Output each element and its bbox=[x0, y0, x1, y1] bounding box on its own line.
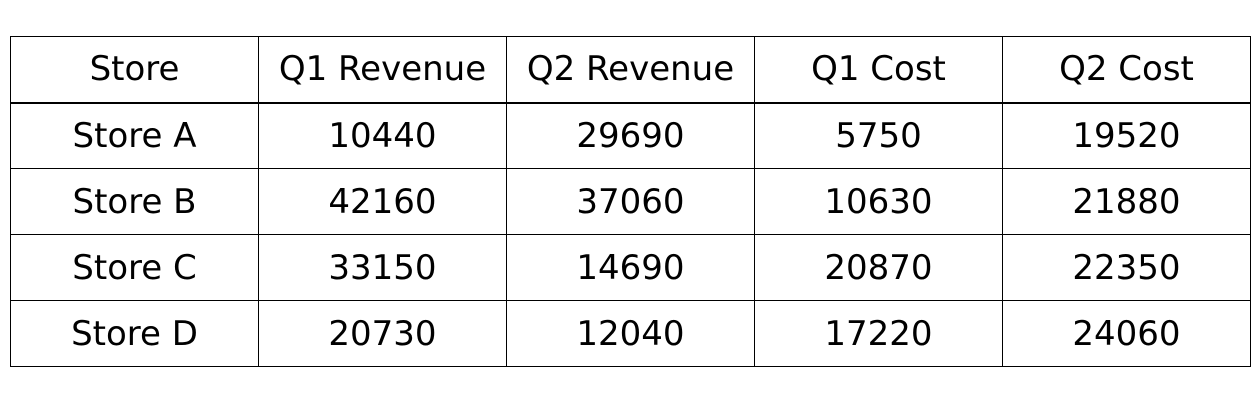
table-cell: 5750 bbox=[754, 102, 1003, 169]
table-cell: 24060 bbox=[1002, 300, 1251, 367]
table-row: Store C 33150 14690 20870 22350 bbox=[10, 234, 1251, 301]
header-cell-q2-revenue: Q2 Revenue bbox=[506, 36, 755, 104]
table-cell: 42160 bbox=[258, 168, 507, 235]
table-row: Store A 10440 29690 5750 19520 bbox=[10, 102, 1251, 169]
table-cell: 21880 bbox=[1002, 168, 1251, 235]
table-cell: Store D bbox=[10, 300, 259, 367]
header-row: Store Q1 Revenue Q2 Revenue Q1 Cost Q2 C… bbox=[10, 36, 1251, 104]
table-row: Store B 42160 37060 10630 21880 bbox=[10, 168, 1251, 235]
table-cell: 10440 bbox=[258, 102, 507, 169]
table-cell: 20730 bbox=[258, 300, 507, 367]
table-cell: 14690 bbox=[506, 234, 755, 301]
table-body: Store A 10440 29690 5750 19520 Store B 4… bbox=[10, 102, 1251, 367]
header-cell-q2-cost: Q2 Cost bbox=[1002, 36, 1251, 104]
table-cell: Store A bbox=[10, 102, 259, 169]
header-cell-q1-cost: Q1 Cost bbox=[754, 36, 1003, 104]
table-row: Store D 20730 12040 17220 24060 bbox=[10, 300, 1251, 367]
table-cell: 17220 bbox=[754, 300, 1003, 367]
header-cell-q1-revenue: Q1 Revenue bbox=[258, 36, 507, 104]
table-cell: 22350 bbox=[1002, 234, 1251, 301]
table-cell: 20870 bbox=[754, 234, 1003, 301]
table-header: Store Q1 Revenue Q2 Revenue Q1 Cost Q2 C… bbox=[10, 36, 1251, 104]
table-cell: 10630 bbox=[754, 168, 1003, 235]
table-cell: 29690 bbox=[506, 102, 755, 169]
table-cell: Store C bbox=[10, 234, 259, 301]
header-cell-store: Store bbox=[10, 36, 259, 104]
table-cell: 12040 bbox=[506, 300, 755, 367]
data-table: Store Q1 Revenue Q2 Revenue Q1 Cost Q2 C… bbox=[10, 36, 1251, 367]
table-cell: Store B bbox=[10, 168, 259, 235]
table-cell: 33150 bbox=[258, 234, 507, 301]
table-cell: 37060 bbox=[506, 168, 755, 235]
table-cell: 19520 bbox=[1002, 102, 1251, 169]
data-table-container: Store Q1 Revenue Q2 Revenue Q1 Cost Q2 C… bbox=[10, 36, 1251, 367]
